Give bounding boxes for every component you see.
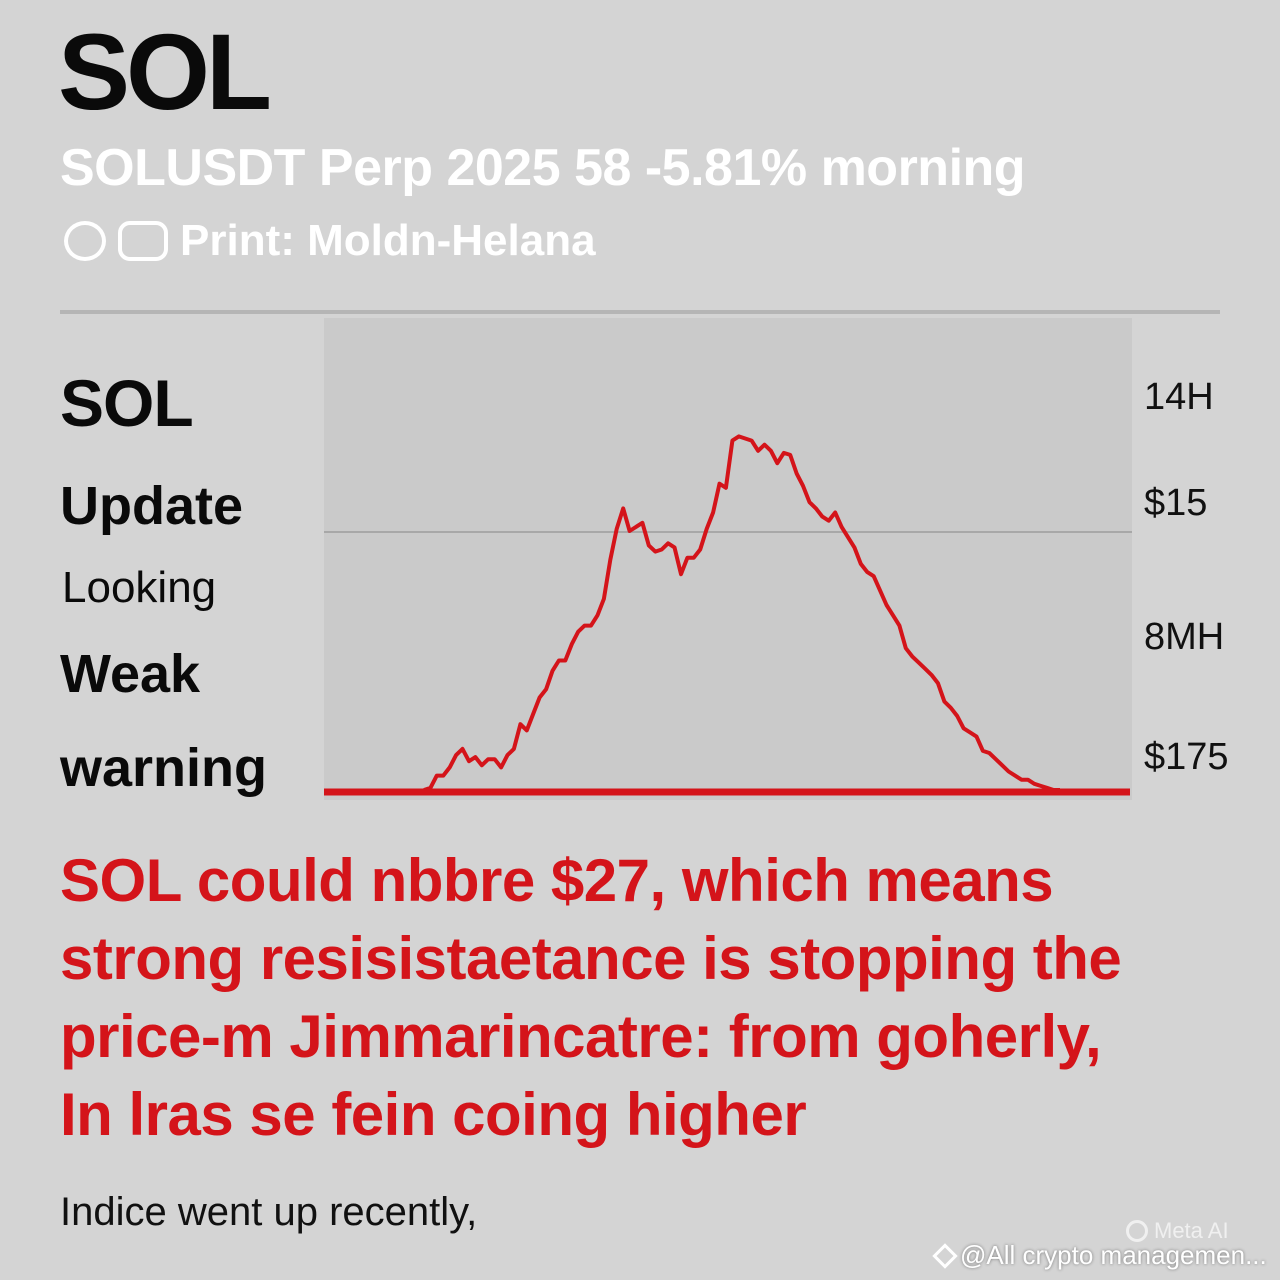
binance-icon (932, 1242, 958, 1269)
label-warning: warning (60, 738, 268, 798)
analysis-line-4: In lras se fein coing higher (60, 1081, 807, 1148)
meta-watermark: Meta AI (1126, 1218, 1229, 1244)
label-weak: Weak (60, 644, 201, 704)
face-icon (64, 221, 106, 261)
handle-text[interactable]: @All crypto managemen... (960, 1240, 1267, 1270)
price-series-line (423, 434, 1060, 792)
label-looking: Looking (62, 563, 217, 612)
ticker-subtitle: SOLUSDT Perp 2025 58 -5.81% morning (60, 139, 1026, 197)
page-title: SOL (58, 11, 272, 132)
analysis-text: SOL could nbbre $27, which means strong … (60, 842, 1220, 1154)
header-divider (60, 310, 1220, 314)
device-icon (118, 221, 168, 261)
analysis-line-2: strong resisistaetance is stopping the (60, 925, 1122, 992)
meta-watermark-text: Meta AI (1154, 1218, 1229, 1243)
source-handle-watermark[interactable]: @All crypto managemen... (932, 1240, 1267, 1271)
right-axis-labels: 14H $15 8MH $175 (1140, 318, 1240, 800)
right-label-14h: 14H (1144, 376, 1214, 418)
analysis-line-3: price-m Jimmarincatre: from goherly, (60, 1003, 1102, 1070)
price-chart (324, 318, 1132, 800)
right-label-175: $175 (1144, 736, 1229, 778)
right-label-15: $15 (1144, 482, 1208, 524)
meta-ring-icon (1126, 1220, 1148, 1242)
source-text: Print: Moldn-Helana (180, 216, 596, 265)
label-sol: SOL (60, 366, 194, 440)
analysis-line-1: SOL could nbbre $27, which means (60, 847, 1054, 914)
footnote: Indice went up recently, (60, 1190, 478, 1234)
chart-background (324, 318, 1132, 800)
chart-svg (324, 318, 1132, 800)
source-row: Print: Moldn-Helana (64, 216, 596, 266)
label-update: Update (60, 476, 244, 536)
right-label-8mh: 8MH (1144, 616, 1225, 658)
